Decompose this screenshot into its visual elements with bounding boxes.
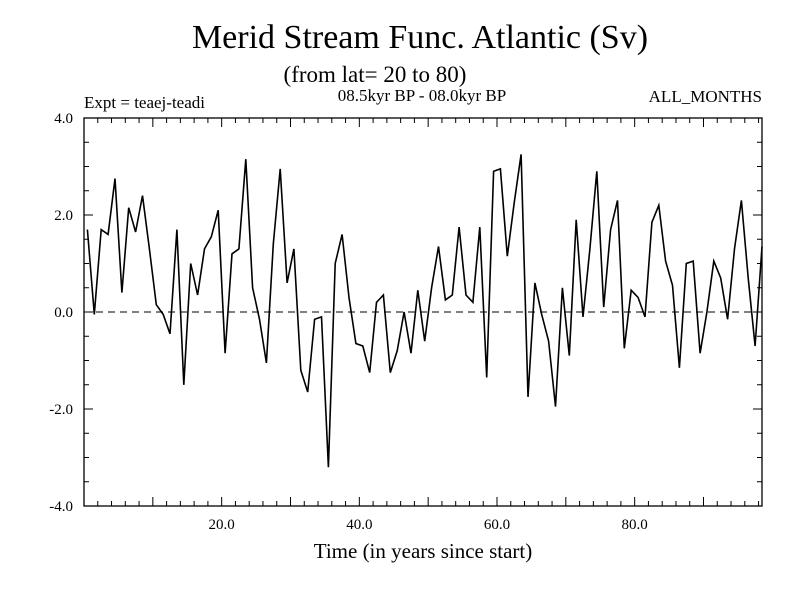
y-tick-label: 4.0 <box>54 111 73 127</box>
series-line <box>86 154 763 468</box>
experiment-label: Expt = teaej-teadi <box>84 93 205 112</box>
x-tick-label: 40.0 <box>346 517 372 533</box>
x-axis-label: Time (in years since start) <box>314 539 533 563</box>
x-tick-label: 20.0 <box>209 517 235 533</box>
chart-title: Merid Stream Func. Atlantic (Sv) <box>192 19 648 56</box>
y-tick-label: -2.0 <box>49 402 73 418</box>
x-tick-label: 80.0 <box>622 517 648 533</box>
tick-labels: 20.0 40.0 60.0 80.0 4.0 2.0 0.0 -2.0 -4.0 <box>49 111 648 533</box>
y-tick-label: 0.0 <box>54 305 73 321</box>
period-label: 08.5kyr BP - 08.0kyr BP <box>338 86 506 105</box>
y-tick-label: 2.0 <box>54 208 73 224</box>
y-tick-label: -4.0 <box>49 499 73 515</box>
months-label: ALL_MONTHS <box>649 87 762 106</box>
axis-ticks <box>84 118 762 506</box>
x-tick-label: 60.0 <box>484 517 510 533</box>
chart-subtitle: (from lat= 20 to 80) <box>284 62 467 87</box>
